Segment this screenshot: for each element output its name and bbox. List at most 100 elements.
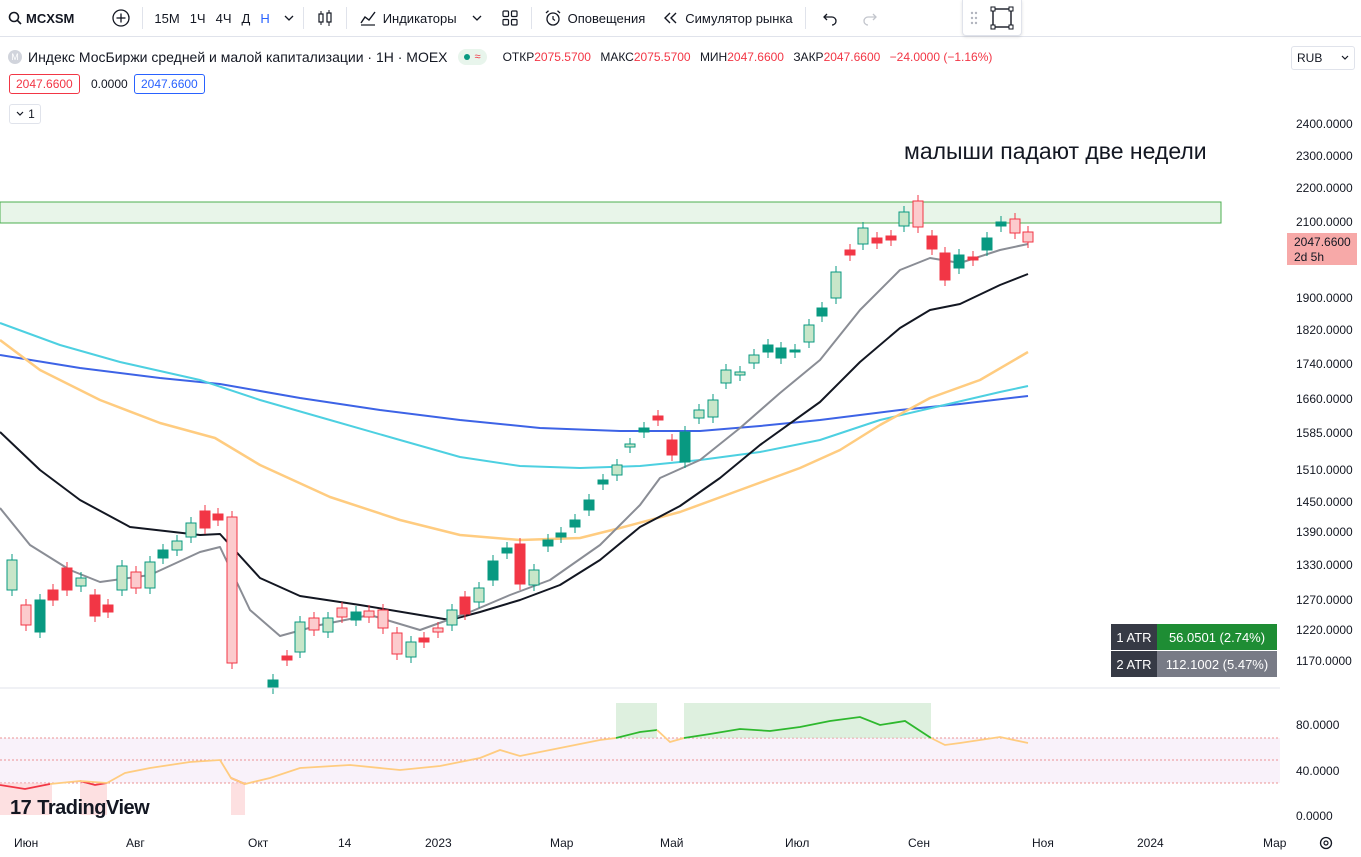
atr-row-2: 2 ATR 112.1002 (5.47%) — [1111, 651, 1277, 677]
low-value: 2047.6600 — [727, 50, 784, 64]
price-tick-label: 1220.0000 — [1296, 623, 1353, 637]
alerts-label: Оповещения — [567, 10, 646, 26]
ma-blue-line — [0, 354, 1029, 432]
layouts-button[interactable] — [493, 0, 527, 36]
interval-1h[interactable]: 1Ч — [189, 10, 206, 26]
undo-button[interactable] — [810, 0, 850, 36]
rsi-line — [49, 737, 617, 785]
candle-body — [762, 344, 774, 353]
tradingview-logo[interactable]: 17 TradingView — [10, 796, 150, 820]
badge-symbol: ≈ — [474, 51, 481, 63]
candle-body — [789, 349, 801, 353]
currency-select[interactable]: RUB — [1291, 46, 1355, 70]
candle-body — [720, 369, 732, 384]
candle-body — [501, 547, 513, 554]
ma-gray-line — [0, 243, 1029, 637]
interval-4h[interactable]: 4Ч — [215, 10, 232, 26]
candle-body — [102, 604, 114, 613]
interval-1w[interactable]: Н — [260, 10, 270, 26]
candle-body — [569, 519, 581, 528]
candle-body — [528, 569, 540, 586]
chart-annotation[interactable]: малыши падают две недели — [904, 138, 1207, 164]
series-title[interactable]: Индекс МосБиржи средней и малой капитали… — [28, 49, 448, 65]
candle-body — [171, 540, 183, 551]
candle-body — [707, 399, 719, 418]
atr-label: 1 ATR — [1111, 624, 1157, 650]
candle-body — [212, 513, 224, 521]
interval-1d[interactable]: Д — [241, 10, 251, 26]
rectangle-tool-icon[interactable] — [989, 5, 1015, 31]
symbol-search[interactable]: MCXSM — [0, 0, 82, 36]
alerts-button[interactable]: Оповещения — [536, 0, 654, 36]
drag-handle-icon[interactable] — [969, 10, 979, 26]
indicators-icon — [360, 11, 376, 26]
open-value: 2075.5700 — [534, 50, 591, 64]
legend-collapse-button[interactable]: 1 — [9, 104, 41, 124]
candle-body — [322, 617, 334, 633]
separator — [804, 7, 806, 29]
indicator-pane — [0, 703, 1280, 815]
tradingview-logo-icon: 17 — [10, 796, 32, 819]
candle-body — [34, 599, 46, 633]
settings-gear-icon[interactable] — [1318, 835, 1334, 851]
market-status-badge[interactable]: ≈ — [457, 49, 487, 65]
price-tick-label: 1510.0000 — [1296, 463, 1353, 477]
separator — [345, 7, 347, 29]
plus-circle-icon — [112, 9, 131, 27]
replay-button[interactable]: Симулятор рынка — [653, 0, 800, 36]
interval-15m[interactable]: 15M — [154, 10, 180, 26]
high-value: 2075.5700 — [633, 50, 691, 64]
grid-icon — [502, 10, 518, 26]
rsi-oversold-line — [0, 783, 51, 790]
candle-body — [446, 609, 458, 626]
ohlc-values: ОТКР2075.5700 МАКС2075.5700 МИН2047.6600… — [503, 50, 999, 64]
top-toolbar: MCXSM 15M 1Ч 4Ч Д Н Индикаторы Оповещени… — [0, 0, 1361, 37]
candle-body — [20, 604, 32, 626]
candle-body — [144, 561, 156, 589]
candle-body — [611, 464, 623, 476]
compare-button[interactable] — [104, 0, 138, 36]
candle-body — [61, 567, 73, 591]
candle-body — [926, 235, 938, 250]
candle-body — [281, 655, 293, 661]
atr-value: 112.1002 (5.47%) — [1157, 651, 1277, 677]
sell-button[interactable]: 2047.6600 — [9, 74, 80, 94]
floating-drawing-toolbar — [962, 0, 1022, 36]
buy-button[interactable]: 2047.6600 — [134, 74, 205, 94]
candlestick-icon — [318, 10, 332, 26]
candle-body — [652, 415, 664, 421]
replay-label: Симулятор рынка — [685, 10, 793, 26]
candle-body — [185, 522, 197, 538]
redo-button[interactable] — [850, 0, 890, 36]
overbought-zone — [616, 703, 657, 738]
low-label: МИН — [699, 50, 728, 64]
candle-body — [157, 549, 169, 559]
chevron-down-icon — [16, 111, 24, 116]
atr-label: 2 ATR — [1111, 651, 1157, 677]
price-tick-label: 1390.0000 — [1296, 525, 1353, 539]
candle-body — [432, 627, 444, 633]
candle-body — [830, 271, 842, 299]
chevron-down-icon[interactable] — [281, 10, 297, 26]
candle-body — [418, 637, 430, 643]
candle-body — [75, 577, 87, 587]
candle-body — [679, 431, 691, 463]
indicators-label: Индикаторы — [382, 10, 457, 26]
candle-body — [89, 594, 101, 617]
indicators-button[interactable]: Индикаторы — [351, 0, 493, 36]
indicator-count: 1 — [28, 107, 35, 121]
atr-row-1: 1 ATR 56.0501 (2.74%) — [1111, 624, 1277, 650]
candle-body — [350, 611, 362, 621]
last-price-label: 2047.6600 2d 5h — [1287, 233, 1357, 265]
candle-body — [844, 249, 856, 256]
logo-text: TradingView — [37, 796, 150, 819]
candle-body — [871, 237, 883, 244]
high-label: МАКС — [600, 50, 634, 64]
chevron-down-icon — [472, 15, 482, 21]
chart-type-button[interactable] — [308, 0, 342, 36]
ma-black-line — [0, 273, 1029, 621]
candle-body — [1009, 218, 1021, 234]
alarm-clock-icon — [545, 10, 561, 26]
candle-body — [336, 607, 348, 618]
